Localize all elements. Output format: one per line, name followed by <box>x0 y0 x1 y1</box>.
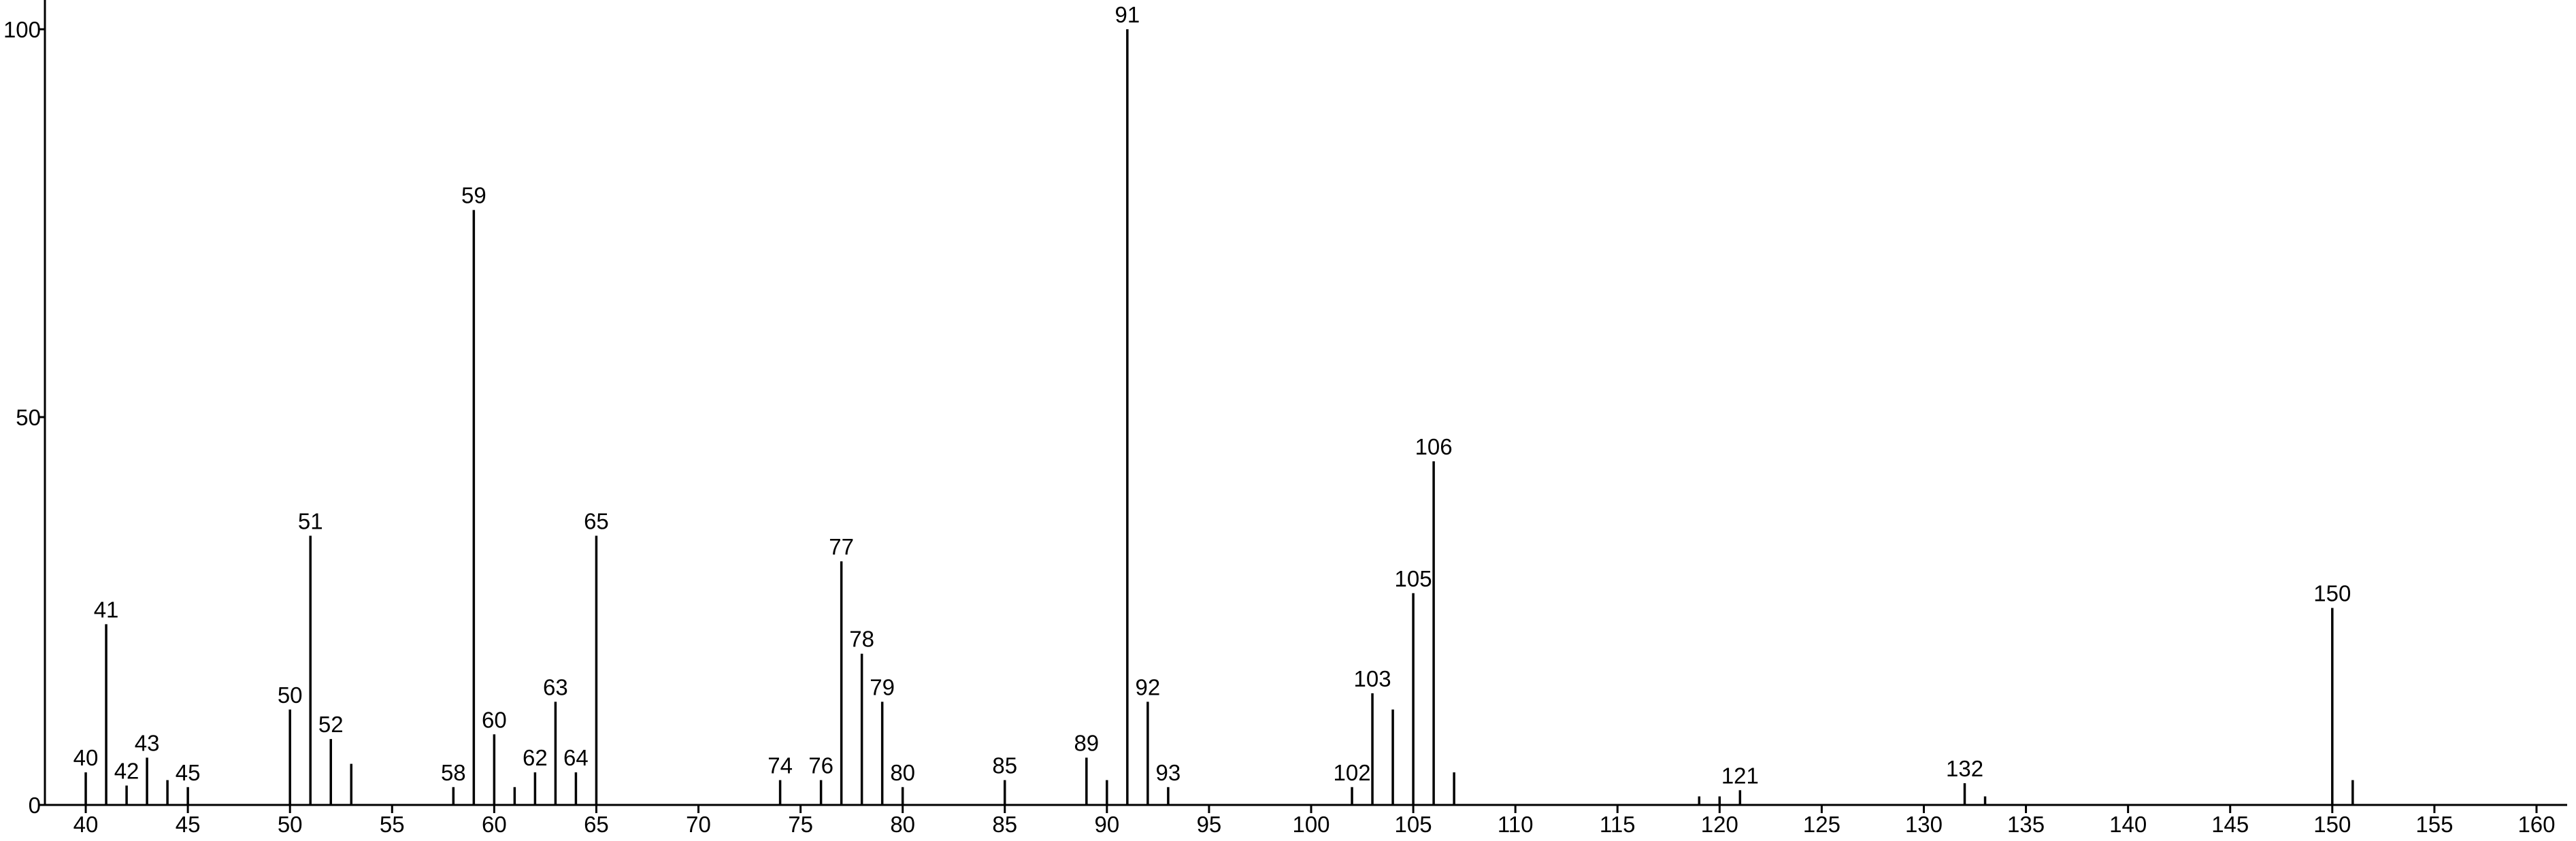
x-tick-label: 145 <box>2211 812 2249 837</box>
peak-label: 51 <box>298 508 323 533</box>
peak-label: 58 <box>441 760 466 785</box>
x-tick-label: 105 <box>1395 812 1432 837</box>
peak-label: 80 <box>890 760 915 785</box>
peak-label: 105 <box>1395 566 1432 591</box>
x-tick-label: 110 <box>1498 812 1534 837</box>
peak-label: 93 <box>1156 760 1181 785</box>
peak-label: 64 <box>563 745 589 770</box>
y-tick-label: 100 <box>3 17 41 42</box>
x-tick-label: 70 <box>686 812 711 837</box>
x-tick-label: 45 <box>176 812 201 837</box>
x-tick-label: 135 <box>2007 812 2045 837</box>
y-tick-label: 50 <box>16 405 41 430</box>
peak-label: 103 <box>1354 666 1391 691</box>
x-tick-label: 55 <box>380 812 405 837</box>
peak-label: 150 <box>2313 580 2351 606</box>
y-tick-label: 0 <box>29 793 41 818</box>
x-tick-label: 155 <box>2415 812 2453 837</box>
peak-label: 79 <box>870 674 895 699</box>
peak-label: 50 <box>278 682 303 708</box>
x-tick-label: 125 <box>1803 812 1840 837</box>
x-tick-label: 60 <box>482 812 507 837</box>
peak-label: 62 <box>523 745 548 770</box>
peak-label: 91 <box>1114 2 1140 27</box>
peak-label: 41 <box>94 597 119 622</box>
peak-label: 132 <box>1946 756 1983 781</box>
peak-label: 42 <box>114 759 139 784</box>
x-tick-label: 65 <box>584 812 609 837</box>
x-tick-label: 80 <box>890 812 915 837</box>
peak-label: 40 <box>73 745 99 770</box>
x-tick-label: 95 <box>1197 812 1222 837</box>
x-tick-label: 75 <box>788 812 813 837</box>
peak-label: 121 <box>1721 763 1759 788</box>
peak-label: 65 <box>584 508 609 533</box>
x-tick-label: 100 <box>1292 812 1330 837</box>
peak-label: 45 <box>176 760 201 785</box>
x-tick-label: 140 <box>2109 812 2147 837</box>
peak-label: 60 <box>482 707 507 732</box>
x-tick-label: 90 <box>1094 812 1119 837</box>
x-tick-label: 150 <box>2313 812 2351 837</box>
x-tick-label: 115 <box>1600 812 1636 837</box>
peak-label: 52 <box>318 712 344 737</box>
peak-label: 89 <box>1074 730 1099 755</box>
x-tick-label: 160 <box>2517 812 2555 837</box>
peak-label: 92 <box>1136 674 1161 699</box>
x-tick-label: 50 <box>278 812 303 837</box>
peak-label: 63 <box>543 674 568 699</box>
x-tick-label: 40 <box>73 812 99 837</box>
peak-label: 85 <box>992 753 1017 778</box>
peak-label: 102 <box>1334 760 1371 785</box>
peak-label: 106 <box>1415 434 1453 459</box>
peak-label: 74 <box>767 753 793 778</box>
peak-label: 77 <box>829 534 854 559</box>
peak-label: 76 <box>808 753 833 778</box>
x-tick-label: 120 <box>1701 812 1738 837</box>
peak-label: 78 <box>849 627 874 652</box>
x-tick-label: 130 <box>1905 812 1943 837</box>
peak-label: 43 <box>135 730 160 755</box>
x-tick-label: 85 <box>992 812 1017 837</box>
peak-label: 59 <box>461 183 486 208</box>
